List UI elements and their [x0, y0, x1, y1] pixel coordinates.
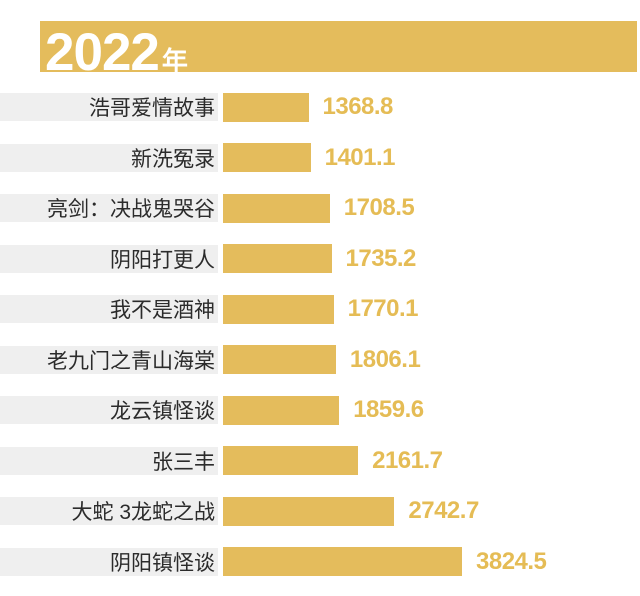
category-label: 张三丰: [152, 450, 215, 474]
category-label-cell: 我不是酒神: [0, 295, 218, 324]
category-label: 新洗冤录: [131, 147, 215, 171]
category-label: 浩哥爱情故事: [89, 97, 215, 121]
category-label-cell: 阴阳打更人: [0, 244, 218, 273]
bar-row: 浩哥爱情故事 1368.8: [0, 82, 640, 133]
value-label: 1401.1: [324, 143, 396, 171]
category-label: 龙云镇怪谈: [110, 400, 215, 424]
title-year: 2022: [45, 23, 160, 82]
value-bar: [223, 244, 332, 274]
bar-row: 大蛇 3龙蛇之战 2742.7: [0, 486, 640, 537]
category-label: 阴阳打更人: [110, 248, 215, 272]
value-bar: [223, 92, 309, 122]
value-label: 3824.5: [476, 547, 547, 575]
category-label-cell: 大蛇 3龙蛇之战: [0, 497, 218, 526]
bar-row: 老九门之青山海棠 1806.1: [0, 335, 640, 386]
bar-row: 张三丰 2161.7: [0, 436, 640, 487]
value-bar: [223, 193, 330, 223]
value-bar: [223, 294, 334, 324]
category-label-cell: 老九门之青山海棠: [0, 345, 218, 374]
category-label: 大蛇 3龙蛇之战: [71, 501, 215, 525]
value-bar: [223, 345, 336, 375]
bar-row: 龙云镇怪谈 1859.6: [0, 385, 640, 436]
category-label-cell: 阴阳镇怪谈: [0, 547, 218, 576]
category-label-cell: 张三丰: [0, 446, 218, 475]
value-label: 1770.1: [347, 295, 419, 323]
value-label: 1806.1: [349, 345, 421, 373]
value-label: 2742.7: [408, 497, 479, 525]
bar-row: 我不是酒神 1770.1: [0, 284, 640, 335]
category-label: 老九门之青山海棠: [47, 349, 215, 373]
category-label: 我不是酒神: [110, 299, 215, 323]
value-bar: [223, 446, 359, 476]
chart-canvas: 2022 年 浩哥爱情故事 1368.8 新洗冤录 1401.1 亮剑：决战鬼哭谷 170…: [0, 21, 640, 596]
value-bar: [223, 496, 395, 526]
title-banner: 2022 年: [40, 21, 637, 79]
bar-row: 阴阳打更人 1735.2: [0, 234, 640, 285]
value-label: 1859.6: [353, 396, 424, 424]
value-label: 2161.7: [372, 446, 443, 474]
value-label: 1708.5: [343, 194, 415, 222]
category-label-cell: 龙云镇怪谈: [0, 396, 218, 425]
value-label: 1368.8: [322, 93, 394, 121]
bar-row: 阴阳镇怪谈 3824.5: [0, 537, 640, 588]
bar-row: 亮剑：决战鬼哭谷 1708.5: [0, 183, 640, 234]
value-bar: [223, 143, 311, 173]
category-label: 亮剑：决战鬼哭谷: [47, 198, 215, 222]
value-bar: [223, 547, 462, 577]
category-label: 阴阳镇怪谈: [110, 551, 215, 575]
category-label-cell: 新洗冤录: [0, 143, 218, 172]
category-label-cell: 亮剑：决战鬼哭谷: [0, 194, 218, 223]
title-year-suffix: 年: [161, 46, 188, 76]
bar-row: 新洗冤录 1401.1: [0, 133, 640, 184]
bar-chart-rows: 浩哥爱情故事 1368.8 新洗冤录 1401.1 亮剑：决战鬼哭谷 1708.5 阴阳打更…: [0, 82, 640, 587]
value-bar: [223, 395, 340, 425]
value-label: 1735.2: [345, 244, 417, 272]
category-label-cell: 浩哥爱情故事: [0, 93, 218, 122]
